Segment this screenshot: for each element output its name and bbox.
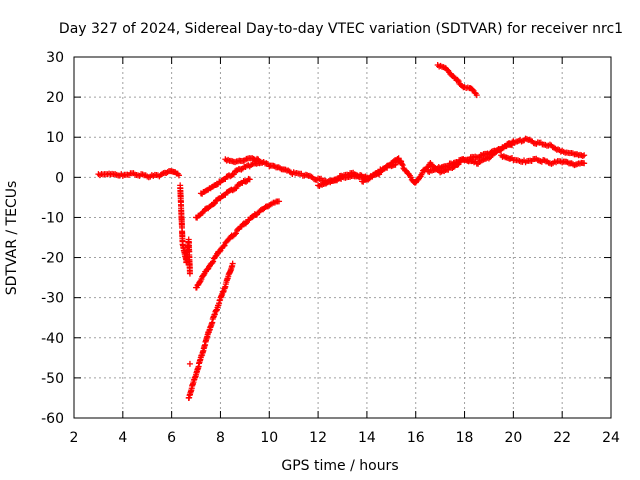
y-tick-label: -40	[41, 331, 64, 347]
data-point	[229, 260, 236, 267]
data-point	[469, 86, 476, 93]
plot-frame	[73, 56, 612, 419]
data-point	[398, 158, 405, 165]
x-tick-label: 14	[358, 430, 376, 446]
data-point	[225, 156, 232, 163]
data-point	[210, 201, 217, 208]
y-tick-label: 20	[46, 90, 64, 106]
x-tick-label: 18	[456, 430, 474, 446]
data-point	[230, 171, 237, 178]
data-point	[175, 172, 182, 179]
data-point	[246, 176, 253, 183]
data-point	[233, 185, 240, 192]
x-tick-label: 16	[407, 430, 425, 446]
data-point	[186, 360, 193, 367]
data-point	[231, 231, 238, 238]
data-point	[579, 153, 586, 160]
data-point	[210, 258, 217, 265]
grid	[74, 57, 611, 418]
x-tick-label: 10	[260, 430, 278, 446]
data-point	[186, 270, 193, 277]
data-point	[209, 259, 216, 266]
y-tick-label: -50	[41, 371, 64, 387]
x-tick-label: 4	[118, 430, 127, 446]
x-tick-label: 8	[216, 430, 225, 446]
data-point	[574, 151, 581, 158]
data-point	[216, 248, 223, 255]
data-point	[399, 162, 406, 169]
y-tick-label: -10	[41, 210, 64, 226]
y-tick-label: -60	[41, 411, 64, 427]
x-tick-label: 24	[602, 430, 620, 446]
data-point	[232, 230, 239, 237]
data-point	[221, 242, 228, 249]
y-tick-label: -20	[41, 251, 64, 267]
chart-title: Day 327 of 2024, Sidereal Day-to-day VTE…	[59, 21, 623, 37]
data-point	[276, 198, 283, 205]
x-axis-label: GPS time / hours	[281, 458, 398, 474]
y-tick-label: 30	[46, 50, 64, 66]
x-tick-label: 6	[167, 430, 176, 446]
y-tick-label: 0	[55, 170, 64, 186]
data-point	[455, 78, 462, 85]
data-point	[454, 76, 461, 83]
x-tick-label: 22	[553, 430, 571, 446]
x-tick-label: 2	[70, 430, 79, 446]
data-point	[581, 152, 588, 159]
y-axis-ticks: 30 20 10 0 -10 -20 -30 -40 -50 -60	[41, 50, 611, 427]
y-axis-label: SDTVAR / TECUs	[4, 181, 20, 296]
data-point	[581, 160, 588, 167]
data-point	[374, 169, 381, 176]
x-axis-ticks: 2 4 6 8 10 12 14 16 18 20 22 24	[70, 57, 620, 446]
data-point	[213, 181, 220, 188]
data-points	[95, 62, 588, 401]
y-tick-label: -30	[41, 291, 64, 307]
x-tick-label: 12	[309, 430, 327, 446]
data-point	[473, 92, 480, 99]
data-point	[211, 200, 218, 207]
x-tick-label: 20	[504, 430, 522, 446]
y-tick-label: 10	[46, 130, 64, 146]
